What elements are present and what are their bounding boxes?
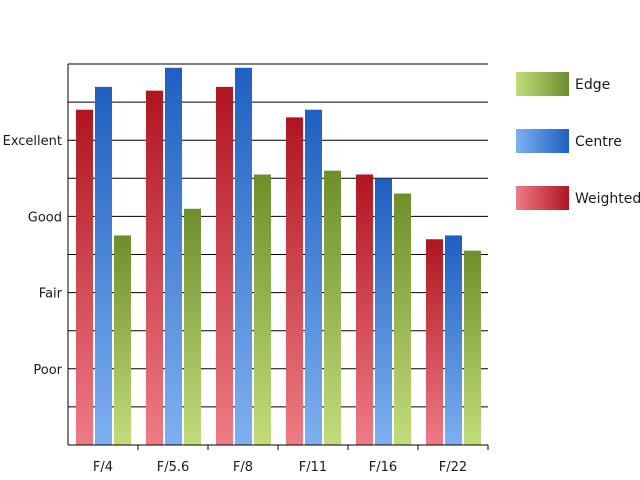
legend-label-centre: Centre — [575, 134, 622, 150]
legend-swatch-weighted — [516, 186, 569, 210]
bar-edge-f-11 — [324, 170, 341, 445]
bar-weighted-f-4 — [76, 109, 93, 445]
bar-centre-f-16 — [375, 178, 392, 446]
y-tick-label-fair: Fair — [39, 287, 63, 302]
bar-weighted-f-22 — [426, 239, 443, 445]
bar-edge-f-16 — [394, 193, 411, 445]
gridlines — [68, 63, 488, 408]
legend-item-centre: Centre — [516, 129, 622, 153]
bar-weighted-f-16 — [356, 174, 373, 446]
legend-swatch-edge — [516, 72, 569, 96]
legend-label-weighted: Weighted — [575, 191, 640, 207]
bar-centre-f-8 — [235, 67, 252, 445]
bar-edge-f-5-6 — [184, 208, 201, 445]
x-tick-labels: F/4 F/5.6 F/8 F/11 F/16 F/22 — [93, 460, 467, 475]
y-tick-label-poor: Poor — [33, 363, 62, 378]
bar-edge-f-8 — [254, 174, 271, 446]
legend-label-edge: Edge — [575, 77, 610, 93]
x-tick-label: F/11 — [299, 460, 327, 475]
legend-item-edge: Edge — [516, 72, 610, 96]
y-tick-label-good: Good — [28, 210, 62, 225]
x-tick-label: F/5.6 — [157, 460, 190, 475]
bar-centre-f-11 — [305, 109, 322, 445]
x-tick-label: F/22 — [439, 460, 467, 475]
legend: Edge Centre Weighted — [516, 72, 640, 210]
bar-centre-f-5-6 — [165, 67, 182, 445]
y-tick-label-excellent: Excellent — [3, 134, 62, 149]
x-tick-label: F/4 — [93, 460, 113, 475]
y-tick-labels: Poor Fair Good Excellent — [3, 134, 63, 378]
x-tick-label: F/16 — [369, 460, 397, 475]
bar-centre-f-4 — [95, 86, 112, 446]
legend-swatch-centre — [516, 129, 569, 153]
bar-weighted-f-8 — [216, 86, 233, 446]
bar-edge-f-22 — [464, 250, 481, 445]
x-tick-label: F/8 — [233, 460, 253, 475]
bar-edge-f-4 — [114, 235, 131, 445]
axes — [67, 64, 489, 450]
legend-item-weighted: Weighted — [516, 186, 640, 210]
bars — [76, 67, 481, 446]
bar-weighted-f-11 — [286, 117, 303, 445]
bar-centre-f-22 — [445, 235, 462, 445]
bar-weighted-f-5-6 — [146, 90, 163, 446]
